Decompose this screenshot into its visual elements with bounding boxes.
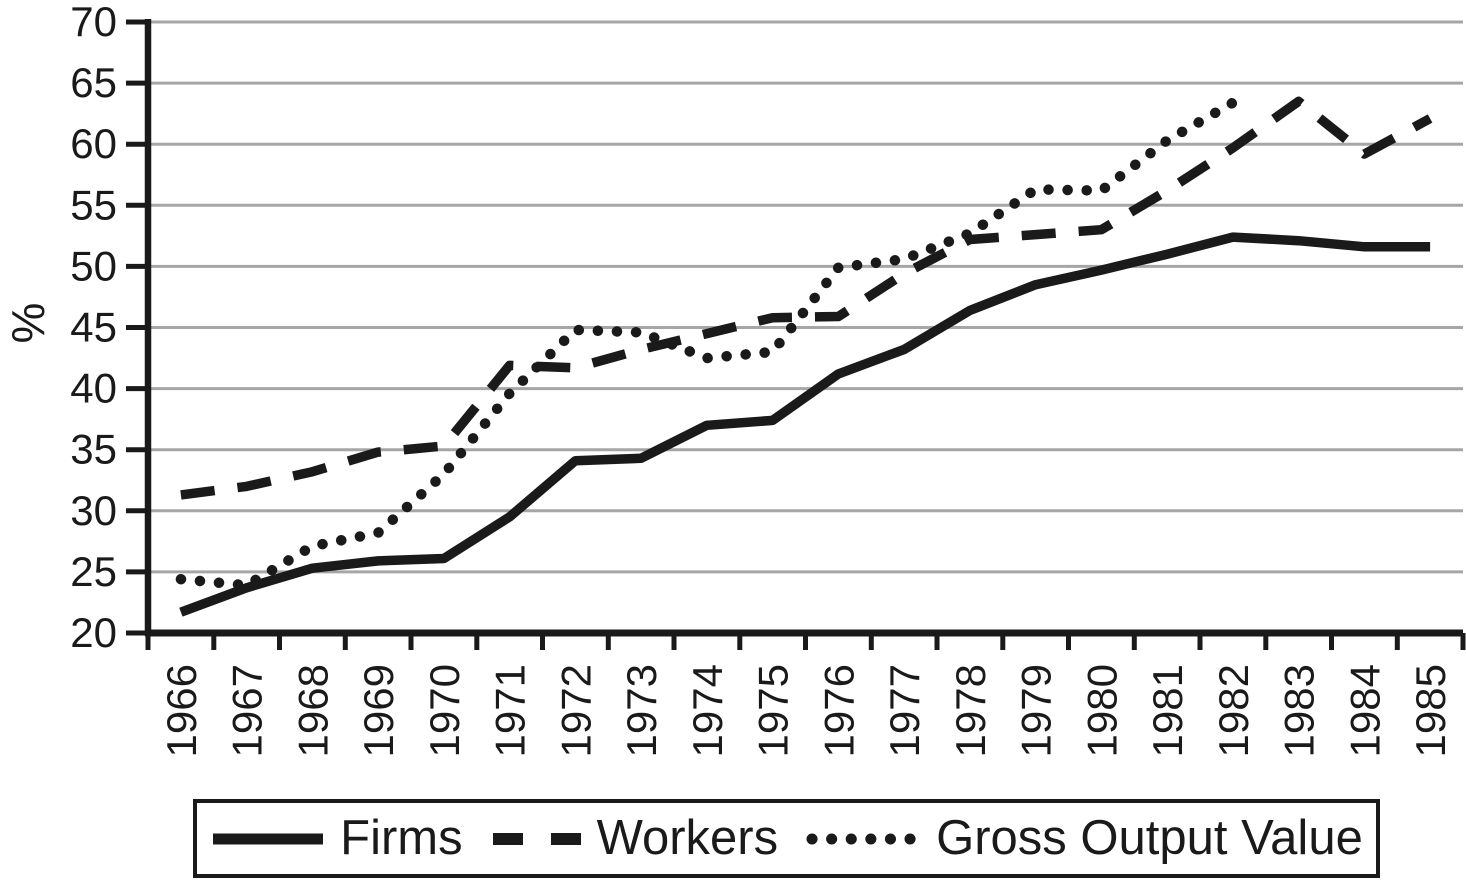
- svg-text:1984: 1984: [1341, 664, 1388, 757]
- svg-text:1966: 1966: [158, 664, 205, 757]
- firms-solid-line-icon: [213, 833, 324, 844]
- svg-text:70: 70: [70, 0, 117, 45]
- svg-text:25: 25: [70, 548, 117, 595]
- svg-text:1967: 1967: [224, 664, 271, 757]
- svg-text:1973: 1973: [618, 664, 665, 757]
- svg-text:1980: 1980: [1078, 664, 1125, 757]
- legend-item-firms: Firms: [210, 811, 463, 865]
- svg-text:1979: 1979: [1013, 664, 1060, 757]
- svg-text:35: 35: [70, 426, 117, 473]
- svg-text:1978: 1978: [947, 664, 994, 757]
- svg-text:1969: 1969: [355, 664, 402, 757]
- svg-text:60: 60: [70, 120, 117, 167]
- svg-text:1971: 1971: [487, 664, 534, 757]
- svg-text:50: 50: [70, 242, 117, 289]
- gross-output-value-dotted-line-icon: [806, 833, 923, 844]
- svg-text:1970: 1970: [421, 664, 468, 757]
- svg-text:1981: 1981: [1144, 664, 1191, 757]
- legend: Firms Workers Gross Output Value: [193, 799, 1380, 878]
- workers-dashed-line-icon: [492, 832, 583, 845]
- legend-label-workers: Workers: [596, 811, 779, 865]
- legend-item-gross-output-value: Gross Output Value: [806, 814, 1363, 863]
- svg-text:1977: 1977: [881, 664, 928, 757]
- legend-label-gross-output-value: Gross Output Value: [936, 811, 1363, 865]
- svg-text:40: 40: [70, 365, 117, 412]
- legend-item-workers: Workers: [491, 811, 779, 865]
- y-axis-title: %: [2, 302, 54, 344]
- svg-text:55: 55: [70, 181, 117, 228]
- svg-text:30: 30: [70, 487, 117, 534]
- legend-label-firms: Firms: [340, 811, 463, 865]
- svg-text:1974: 1974: [684, 664, 731, 757]
- svg-text:1975: 1975: [750, 664, 797, 757]
- svg-text:1968: 1968: [289, 664, 336, 757]
- svg-text:65: 65: [70, 59, 117, 106]
- svg-text:20: 20: [70, 609, 117, 656]
- svg-text:1976: 1976: [815, 664, 862, 757]
- svg-text:1985: 1985: [1407, 664, 1454, 757]
- svg-text:1972: 1972: [552, 664, 599, 757]
- svg-text:45: 45: [70, 304, 117, 351]
- svg-text:1982: 1982: [1210, 664, 1257, 757]
- svg-text:1983: 1983: [1276, 664, 1323, 757]
